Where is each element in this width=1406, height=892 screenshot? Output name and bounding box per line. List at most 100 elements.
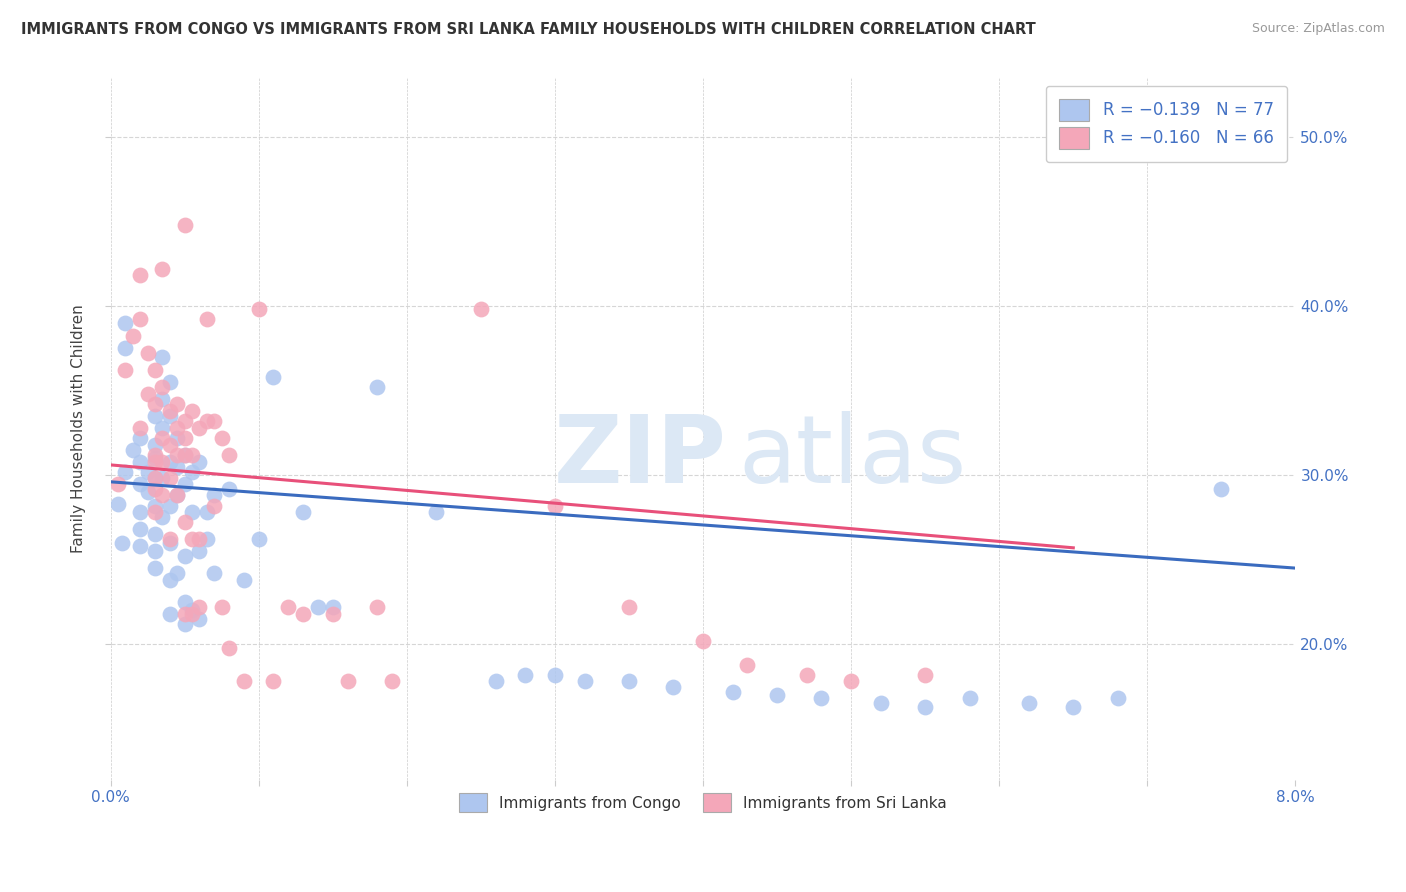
Point (159, 403, 181, 417)
Point (166, 488, 188, 502)
Point (232, 674, 254, 689)
Point (366, 600, 388, 615)
Point (150, 380, 173, 394)
Point (136, 346, 159, 360)
Point (544, 499, 567, 513)
Point (159, 533, 181, 547)
Point (211, 431, 233, 445)
Point (150, 510, 173, 524)
Point (121, 442, 143, 457)
Point (470, 302, 492, 317)
Point (839, 674, 862, 689)
Point (1062, 699, 1084, 714)
Point (173, 595, 195, 609)
Point (136, 387, 159, 401)
Point (662, 680, 685, 694)
Point (173, 414, 195, 428)
Point (173, 476, 195, 491)
Point (159, 535, 181, 549)
Y-axis label: Family Households with Children: Family Households with Children (72, 304, 86, 553)
Point (166, 459, 188, 474)
Point (136, 485, 159, 500)
Point (129, 431, 152, 445)
Point (150, 471, 173, 485)
Point (188, 420, 211, 434)
Legend: Immigrants from Congo, Immigrants from Sri Lanka: Immigrants from Congo, Immigrants from S… (447, 780, 959, 824)
Point (292, 607, 315, 621)
Point (129, 268, 152, 283)
Point (336, 674, 359, 689)
Text: Source: ZipAtlas.com: Source: ZipAtlas.com (1251, 22, 1385, 36)
Point (810, 691, 832, 706)
Point (143, 397, 166, 411)
Point (173, 607, 195, 621)
Point (188, 533, 211, 547)
Point (181, 603, 204, 617)
Point (1018, 697, 1040, 711)
Point (181, 403, 204, 417)
Point (166, 431, 188, 445)
Point (129, 454, 152, 468)
Point (202, 488, 225, 502)
Point (195, 533, 218, 547)
Point (114, 363, 136, 377)
Point (181, 505, 204, 519)
Point (218, 640, 240, 655)
Point (150, 420, 173, 434)
Point (114, 316, 136, 330)
Point (247, 302, 270, 317)
Point (869, 697, 891, 711)
Point (188, 454, 211, 468)
Point (129, 420, 152, 434)
Point (195, 312, 218, 326)
Point (195, 505, 218, 519)
Point (173, 448, 195, 462)
Point (218, 482, 240, 496)
Point (159, 375, 181, 389)
Text: ZIP: ZIP (554, 410, 727, 502)
Point (159, 499, 181, 513)
Point (263, 674, 285, 689)
Point (195, 414, 218, 428)
Point (150, 350, 173, 364)
Point (515, 667, 537, 681)
Point (136, 465, 159, 479)
Point (166, 420, 188, 434)
Point (959, 691, 981, 706)
Point (181, 465, 204, 479)
Point (159, 607, 181, 621)
Point (111, 535, 134, 549)
Point (218, 448, 240, 462)
Point (766, 688, 789, 702)
Point (425, 505, 447, 519)
Point (150, 392, 173, 406)
Point (202, 499, 225, 513)
Point (914, 699, 936, 714)
Point (166, 448, 188, 462)
Point (1107, 691, 1129, 706)
Point (247, 533, 270, 547)
Point (188, 612, 211, 626)
Point (166, 488, 188, 502)
Point (617, 674, 640, 689)
Point (263, 370, 285, 384)
Point (150, 454, 173, 468)
Point (143, 527, 166, 541)
Point (914, 667, 936, 681)
Point (143, 363, 166, 377)
Point (129, 539, 152, 553)
Point (143, 451, 166, 466)
Point (143, 505, 166, 519)
Point (211, 600, 233, 615)
Point (143, 409, 166, 423)
Point (737, 657, 759, 672)
Point (121, 329, 143, 343)
Point (173, 448, 195, 462)
Point (692, 633, 714, 648)
Point (574, 674, 596, 689)
Point (322, 600, 344, 615)
Point (173, 516, 195, 530)
Point (202, 414, 225, 428)
Point (129, 312, 152, 326)
Point (166, 397, 188, 411)
